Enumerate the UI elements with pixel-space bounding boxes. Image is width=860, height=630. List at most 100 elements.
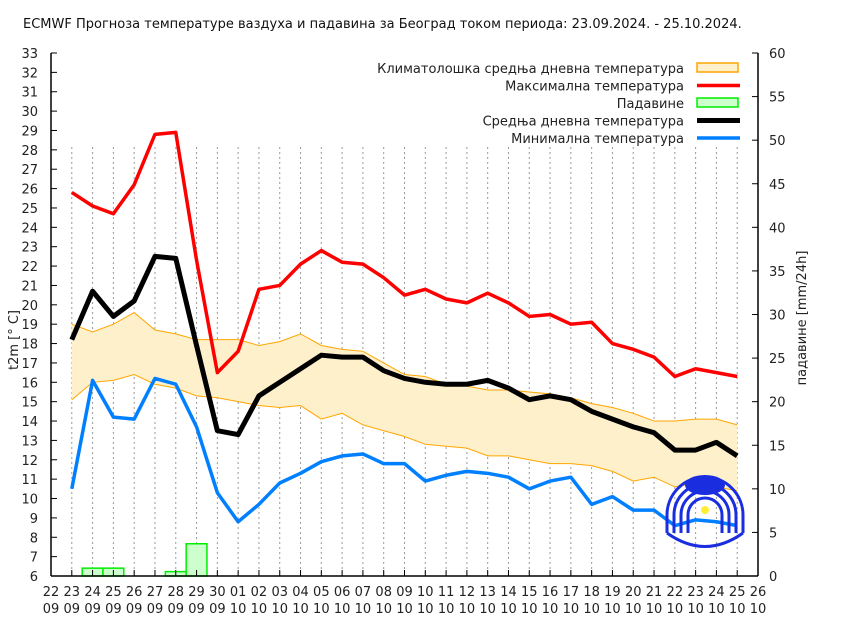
y2-tick-label: 20: [769, 396, 786, 411]
y-tick-label: 19: [21, 318, 38, 333]
climate-band-lower: [71, 374, 738, 492]
x-tick-day: 18: [583, 585, 600, 600]
x-tick-day: 26: [126, 585, 143, 600]
x-tick-month: 10: [750, 602, 767, 617]
x-tick-month: 10: [563, 602, 580, 617]
x-tick-day: 20: [625, 585, 642, 600]
x-tick-day: 04: [292, 585, 309, 600]
x-tick-day: 25: [105, 585, 122, 600]
x-tick-day: 02: [251, 585, 268, 600]
y-tick-label: 31: [21, 86, 38, 101]
x-tick-day: 22: [667, 585, 684, 600]
x-tick-month: 10: [583, 602, 600, 617]
y-tick-label: 26: [21, 183, 38, 198]
y-tick-label: 6: [30, 570, 38, 585]
x-tick-month: 09: [43, 602, 60, 617]
x-tick-month: 10: [313, 602, 330, 617]
y2-tick-label: 55: [769, 91, 786, 106]
y2-tick-label: 5: [769, 526, 777, 541]
x-tick-day: 23: [64, 585, 81, 600]
y2-tick-label: 35: [769, 265, 786, 280]
y-tick-label: 23: [21, 241, 38, 256]
x-tick-day: 13: [479, 585, 496, 600]
y-tick-label: 7: [30, 551, 38, 566]
y-tick-label: 18: [21, 338, 38, 353]
x-tick-month: 09: [64, 602, 81, 617]
y2-tick-label: 50: [769, 134, 786, 149]
x-tick-day: 16: [542, 585, 559, 600]
logo-emblem: [665, 475, 745, 548]
x-tick-month: 09: [147, 602, 164, 617]
y-tick-label: 16: [21, 376, 38, 391]
x-tick-month: 10: [646, 602, 663, 617]
legend-label: Минимална температура: [511, 132, 684, 147]
x-tick-day: 15: [521, 585, 538, 600]
mean-temp-line: [69, 253, 739, 458]
y-axis-label: t2m [° C]: [7, 310, 22, 370]
y-tick-label: 11: [21, 473, 38, 488]
x-tick-month: 10: [667, 602, 684, 617]
y2-axis-label: падавине [mm/24h]: [795, 251, 810, 386]
x-tick-day: 11: [438, 585, 455, 600]
y2-tick-label: 45: [769, 178, 786, 193]
x-tick-month: 10: [271, 602, 288, 617]
y2-tick-label: 40: [769, 221, 786, 236]
x-tick-day: 22: [43, 585, 60, 600]
max-temp-line: [70, 130, 738, 379]
y-tick-label: 12: [21, 454, 38, 469]
x-tick-day: 25: [729, 585, 746, 600]
y2-tick-label: 0: [769, 570, 777, 585]
x-tick-month: 10: [521, 602, 538, 617]
y-tick-label: 27: [21, 163, 38, 178]
x-tick-day: 08: [375, 585, 392, 600]
y-tick-label: 21: [21, 279, 38, 294]
x-tick-day: 21: [646, 585, 663, 600]
y-tick-label: 9: [30, 512, 38, 527]
y-tick-label: 29: [21, 124, 38, 139]
y2-tick-label: 25: [769, 352, 786, 367]
x-tick-month: 10: [334, 602, 351, 617]
x-tick-month: 10: [396, 602, 413, 617]
x-tick-day: 05: [313, 585, 330, 600]
y-tick-label: 30: [21, 105, 38, 120]
legend-swatch: [696, 97, 739, 108]
x-tick-day: 26: [750, 585, 767, 600]
x-tick-day: 24: [708, 585, 725, 600]
x-tick-day: 27: [147, 585, 164, 600]
x-tick-month: 10: [292, 602, 309, 617]
x-tick-month: 09: [126, 602, 143, 617]
x-tick-day: 30: [209, 585, 226, 600]
legend-label: Климатолошка средња дневна температура: [377, 62, 684, 77]
y-tick-label: 24: [21, 221, 38, 236]
x-tick-month: 10: [438, 602, 455, 617]
x-tick-day: 07: [355, 585, 372, 600]
x-tick-day: 09: [396, 585, 413, 600]
x-tick-month: 10: [542, 602, 559, 617]
min-temp-line: [70, 376, 738, 528]
legend-label: Падавине: [617, 97, 684, 112]
y-tick-label: 17: [21, 357, 38, 372]
x-tick-day: 10: [417, 585, 434, 600]
x-tick-month: 09: [105, 602, 122, 617]
x-tick-day: 28: [167, 585, 184, 600]
y2-tick-label: 30: [769, 309, 786, 324]
y-tick-label: 14: [21, 415, 38, 430]
x-tick-day: 06: [334, 585, 351, 600]
y2-tick-label: 15: [769, 439, 786, 454]
x-tick-day: 03: [271, 585, 288, 600]
y-tick-label: 25: [21, 202, 38, 217]
y-tick-label: 22: [21, 260, 38, 275]
y-tick-label: 32: [21, 66, 38, 81]
x-tick-month: 10: [459, 602, 476, 617]
x-tick-month: 10: [417, 602, 434, 617]
y-tick-label: 28: [21, 144, 38, 159]
legend-swatch: [696, 62, 739, 73]
x-tick-day: 17: [563, 585, 580, 600]
x-tick-month: 10: [729, 602, 746, 617]
chart-title: ECMWF Прогноза температуре ваздуха и пад…: [23, 17, 742, 32]
x-tick-month: 09: [167, 602, 184, 617]
x-tick-day: 19: [604, 585, 621, 600]
legend-label: Максимална температура: [505, 80, 684, 95]
x-tick-day: 23: [687, 585, 704, 600]
